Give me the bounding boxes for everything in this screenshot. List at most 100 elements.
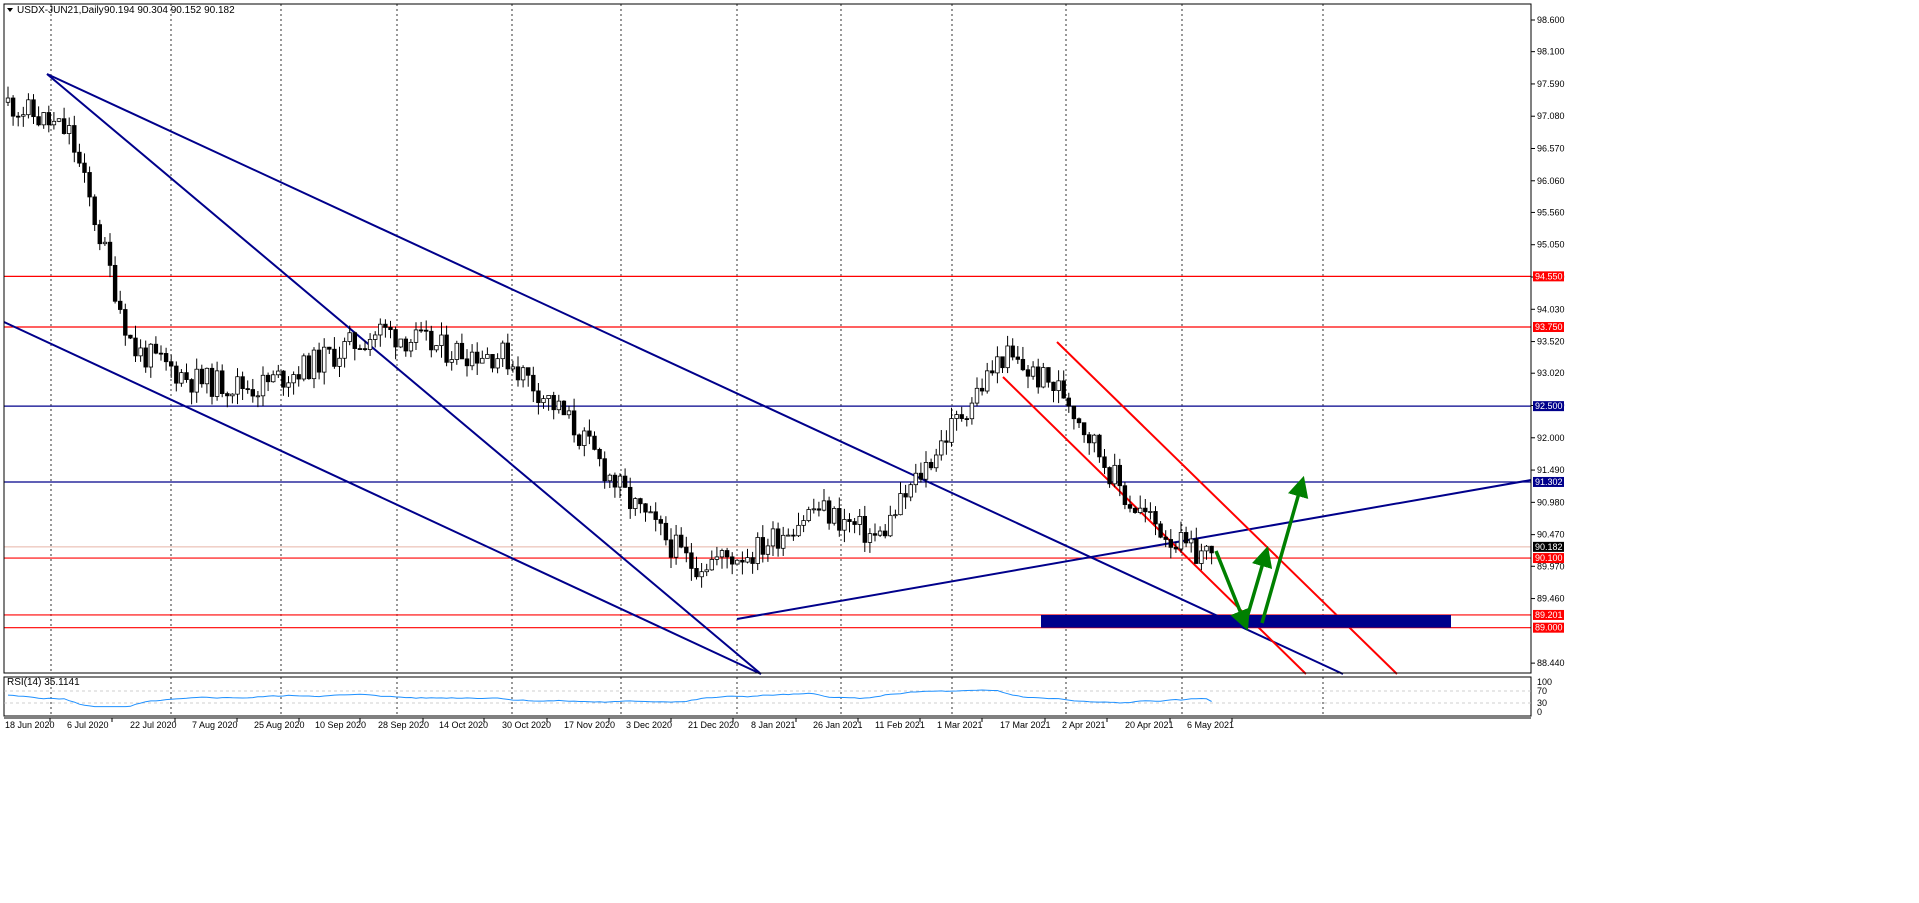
chart-symbol: USDX-JUN21,Daily xyxy=(17,5,104,16)
candle xyxy=(1102,448,1107,475)
candle xyxy=(306,352,312,380)
rsi-tick-label: 0 xyxy=(1537,707,1542,717)
candle xyxy=(714,546,720,566)
candle xyxy=(97,219,102,251)
candle-body xyxy=(842,519,847,531)
candle xyxy=(745,548,750,564)
x-tick-label: 25 Aug 2020 xyxy=(254,720,305,730)
level-marker-92-500: 92.500 xyxy=(1533,401,1564,412)
candle-body xyxy=(67,125,72,134)
main-panel-border xyxy=(3,3,1532,674)
candle-body xyxy=(270,374,276,383)
candle xyxy=(1081,422,1087,443)
candle-body xyxy=(832,508,837,524)
candle-body xyxy=(903,493,908,498)
candle-body xyxy=(107,241,113,266)
candle-body xyxy=(811,508,816,511)
candle-body xyxy=(551,395,556,411)
candle-body xyxy=(1194,538,1199,564)
candle xyxy=(724,547,730,569)
candle xyxy=(347,325,352,346)
candle xyxy=(158,345,164,361)
level-marker-89-000-label: 89.000 xyxy=(1535,623,1563,633)
level-marker-93-750: 93.750 xyxy=(1533,322,1564,333)
candle-body xyxy=(791,534,796,537)
candle xyxy=(342,337,347,368)
candle-body xyxy=(566,410,572,416)
candle xyxy=(209,363,215,405)
candle-body xyxy=(1163,536,1168,540)
candle-body xyxy=(561,400,567,416)
candle xyxy=(291,371,296,395)
level-marker-89-201: 89.201 xyxy=(1533,609,1564,620)
candle xyxy=(939,430,944,461)
candle xyxy=(689,543,694,581)
candle xyxy=(41,112,46,129)
candle-body xyxy=(235,376,240,395)
x-tick-label: 17 Nov 2020 xyxy=(564,720,615,730)
candle-body xyxy=(1178,532,1184,550)
candle-body xyxy=(26,99,31,116)
y-tick-label: 98.100 xyxy=(1537,47,1565,57)
candle xyxy=(434,345,439,353)
candle-body xyxy=(770,528,776,547)
candle xyxy=(5,86,11,107)
y-tick-label: 88.440 xyxy=(1537,658,1565,668)
candle xyxy=(816,501,822,517)
candle xyxy=(673,524,679,565)
candle-body xyxy=(189,379,194,393)
candle-body xyxy=(954,414,959,419)
level-marker-93-750-box xyxy=(1533,322,1564,333)
candle xyxy=(775,522,781,557)
candle-body xyxy=(1112,464,1117,485)
candle xyxy=(638,497,643,514)
candle xyxy=(1204,545,1209,560)
y-tick-label: 97.590 xyxy=(1537,79,1565,89)
candle-body xyxy=(765,545,771,555)
candle xyxy=(230,393,235,404)
candle xyxy=(719,548,725,569)
candle-body xyxy=(821,500,827,511)
y-tick-label: 98.600 xyxy=(1537,15,1565,25)
x-tick-label: 7 Aug 2020 xyxy=(192,720,238,730)
candle-body xyxy=(939,440,944,456)
grid-lines xyxy=(50,4,1324,716)
candle xyxy=(888,505,893,538)
candle xyxy=(500,340,505,367)
candle-body xyxy=(1030,366,1036,377)
candle-body xyxy=(342,341,347,359)
candle xyxy=(1056,370,1061,404)
candle-body xyxy=(219,370,225,394)
candle xyxy=(15,112,21,127)
candle-body xyxy=(944,440,949,443)
candle-body xyxy=(383,323,388,328)
y-tick-label: 94.030 xyxy=(1537,304,1565,314)
candle-body xyxy=(949,418,954,443)
candle-body xyxy=(607,474,612,482)
candle-body xyxy=(974,387,980,404)
candle-body xyxy=(663,522,669,541)
candle xyxy=(153,336,159,355)
candle-body xyxy=(469,351,475,367)
candle xyxy=(240,371,245,401)
projection-arrow-up-short xyxy=(1244,545,1273,622)
candle xyxy=(791,528,796,541)
candle xyxy=(781,526,786,556)
candle-body xyxy=(617,475,623,488)
candle xyxy=(26,93,31,119)
candle-body xyxy=(480,357,485,364)
candle-body xyxy=(1209,545,1214,554)
candle-body xyxy=(633,498,638,509)
projection-arrow-down xyxy=(1214,550,1250,631)
candle-body xyxy=(837,508,842,531)
candle xyxy=(1010,338,1015,361)
candle-body xyxy=(31,99,36,118)
menu-triangle-down-icon[interactable] xyxy=(7,8,13,12)
candle xyxy=(964,416,969,427)
candle-body xyxy=(301,355,306,380)
last-price-label: 90.182 xyxy=(1535,542,1563,552)
candle-body xyxy=(464,358,470,367)
candle xyxy=(235,368,240,405)
